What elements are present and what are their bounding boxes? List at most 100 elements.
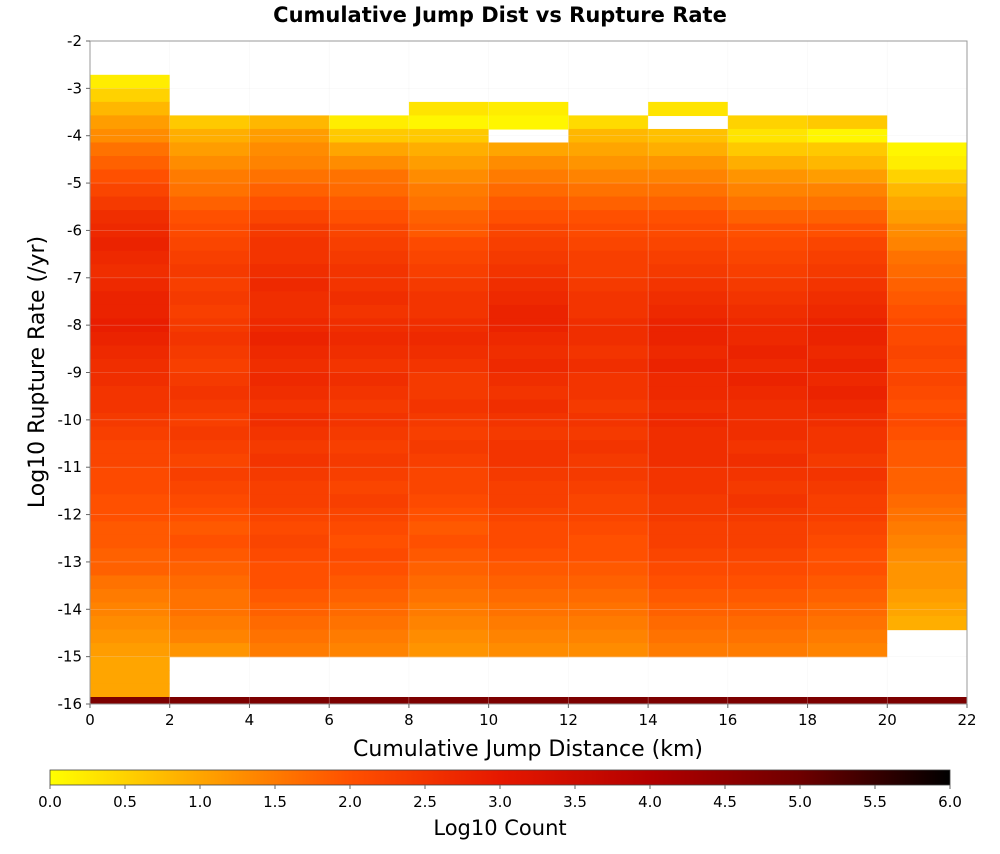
heatmap-cell [887,358,967,374]
heatmap-cell [488,277,569,292]
heatmap-cell [408,507,489,522]
heatmap-cell [887,467,967,482]
heatmap-cell [887,142,967,157]
heatmap-cell [648,386,728,401]
heatmap-cell [408,115,489,130]
heatmap-cell [249,426,330,441]
colorbar-ticks: 0.0 0.5 1.0 1.5 2.0 2.5 3.0 3.5 4.0 4.5 5.0 5.5 6.0 [38,785,962,811]
heatmap-cell [648,331,728,347]
heatmap-cell [807,196,888,211]
heatmap-cell [648,643,728,658]
heatmap-cell [408,521,489,536]
heatmap-cell [727,264,808,279]
heatmap-cell [90,318,170,333]
x-tick-label: 20 [878,711,897,729]
heatmap-cell [887,372,967,387]
heatmap-cell [408,480,489,495]
y-tick-label: -3 [67,79,82,97]
heatmap-cell [249,453,330,468]
heatmap-cell [408,534,489,549]
heatmap-cell [90,115,170,130]
heatmap-cell [568,210,649,225]
heatmap-cell [568,318,649,333]
heatmap-cell [727,575,808,590]
heatmap-cell [568,413,649,428]
heatmap-cell [249,494,330,509]
heatmap-cell [329,304,409,319]
heatmap-cell [329,643,409,658]
heatmap-cell [169,223,250,238]
heatmap-cell [329,223,409,238]
heatmap-cell [807,183,888,198]
heatmap-cell [488,183,569,198]
heatmap-cell [329,237,409,252]
heatmap-cell [568,480,649,495]
heatmap-cell [169,548,250,563]
heatmap-cell [488,169,569,184]
heatmap-cell [90,345,170,360]
heatmap-cell [568,237,649,252]
heatmap-cell [408,128,489,144]
heatmap-cell [408,101,489,117]
heatmap-cell [807,237,888,252]
heatmap-cell [90,74,170,89]
heatmap-cell [90,575,170,590]
heatmap-cell [568,331,649,347]
heatmap-cell [408,331,489,347]
y-tick-label: -8 [67,316,82,334]
heatmap-cell [169,264,250,279]
heatmap-cell [887,250,967,265]
heatmap-floor-band [727,697,808,704]
heatmap-cell [408,345,489,360]
heatmap-cell [488,643,569,658]
heatmap-cell [727,304,808,319]
heatmap-cell [807,304,888,319]
heatmap-cell [807,372,888,387]
heatmap-cell [488,372,569,387]
heatmap-cell [727,616,808,631]
heatmap-cell [488,426,569,441]
heatmap-cell [249,250,330,265]
heatmap-cell [488,142,569,157]
y-tick-label: -4 [67,127,82,145]
heatmap-cell [90,588,170,604]
heatmap-cell [329,155,409,171]
heatmap-cell [807,358,888,374]
heatmap-cell [648,277,728,292]
heatmap-cell [568,440,649,455]
heatmap-cell [488,386,569,401]
heatmap-cell [568,277,649,292]
heatmap-cell [329,318,409,333]
heatmap-cell [727,643,808,658]
heatmap-cell [249,521,330,536]
heatmap-cell [408,629,489,644]
heatmap-cell [488,156,569,171]
colorbar-tick-label: 0.5 [113,793,137,811]
heatmap-cell [329,575,409,590]
heatmap-cell [648,494,728,509]
heatmap-cell [488,115,569,130]
heatmap-cell [727,426,808,441]
heatmap-cell [249,304,330,319]
heatmap-cell [648,575,728,590]
heatmap-cell [648,616,728,631]
heatmap-cell [408,561,489,577]
heatmap-cell [807,210,888,225]
heatmap-cell [329,616,409,631]
heatmap-cell [329,358,409,374]
heatmap-cell [568,264,649,279]
heatmap-cell [648,453,728,468]
heatmap-cell [807,521,888,536]
heatmap-cell [807,331,888,347]
heatmap-cell [488,237,569,252]
heatmap-cell [727,277,808,292]
heatmap-cell [648,358,728,374]
heatmap-cell [90,413,170,428]
heatmap-cell [807,264,888,279]
heatmap-cell [887,453,967,468]
heatmap-cell [169,629,250,644]
heatmap-cell [727,453,808,468]
heatmap-cell [169,494,250,509]
y-tick-label: -13 [58,553,83,571]
heatmap-cell [568,155,649,171]
